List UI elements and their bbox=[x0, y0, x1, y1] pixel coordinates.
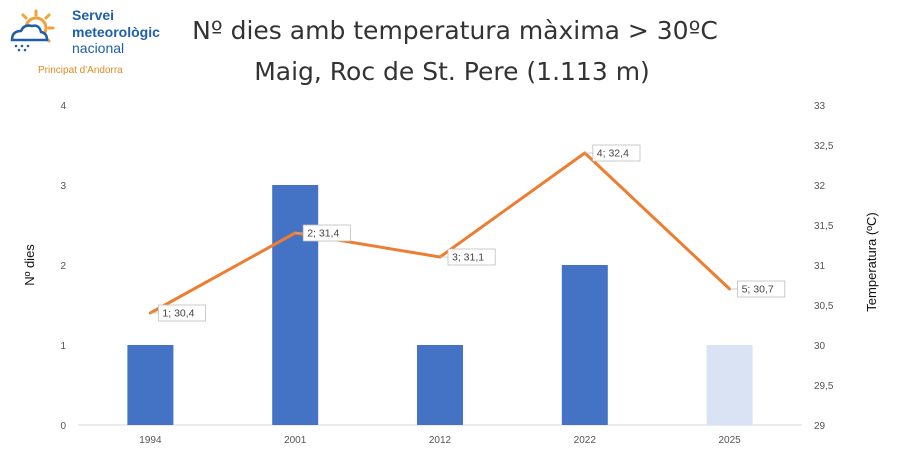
y2-tick-29: 29 bbox=[814, 421, 826, 432]
data-label-2022: 4; 32,4 bbox=[584, 144, 641, 162]
y2-tick-31: 31 bbox=[814, 261, 826, 272]
temperature-series-line bbox=[149, 151, 731, 315]
y2-tick-30: 30 bbox=[814, 341, 826, 352]
logo-line2: meteorològic bbox=[72, 24, 160, 40]
bar-2022 bbox=[561, 265, 608, 425]
y-tick-4: 4 bbox=[60, 101, 66, 112]
y-tick-3: 3 bbox=[60, 181, 66, 192]
y-tick-2: 2 bbox=[60, 261, 66, 272]
y2-tick-29,5: 29,5 bbox=[814, 381, 834, 392]
data-labels: 1; 30,4 2; 31,4 3; 31,1 4; 32,4 5; 30,7 bbox=[150, 144, 786, 322]
y2-axis-title: Temperatura (ºC) bbox=[864, 212, 879, 311]
logo: Servei meteorològic nacional Principat d… bbox=[10, 7, 160, 76]
y2-tick-32: 32 bbox=[814, 181, 826, 192]
bar-2001 bbox=[272, 185, 319, 425]
data-label-1994: 1; 30,4 bbox=[150, 304, 206, 322]
chart-title: Nº dies amb temperatura màxima > 30ºC bbox=[192, 16, 718, 45]
x-tick-2022: 2022 bbox=[574, 435, 597, 446]
data-label-2012: 3; 31,1 bbox=[440, 248, 496, 266]
y2-tick-32,5: 32,5 bbox=[814, 141, 834, 152]
bar-2025 bbox=[706, 345, 753, 425]
y-axis-title: Nº dies bbox=[22, 244, 37, 286]
y2-tick-30,5: 30,5 bbox=[814, 301, 834, 312]
sun-cloud-rain-icon bbox=[10, 9, 55, 52]
bars bbox=[127, 185, 753, 425]
bar-2012 bbox=[417, 345, 463, 425]
logo-subtitle: Principat d'Andorra bbox=[38, 65, 123, 76]
x-tick-2012: 2012 bbox=[429, 435, 452, 446]
chart-subtitle: Maig, Roc de St. Pere (1.113 m) bbox=[254, 57, 650, 86]
axis-ticks: 0 1 2 3 4 29 29,5 30 30,5 31 31,5 32 32,5 33 1994 2001 2… bbox=[60, 101, 833, 446]
data-label-text: 3; 31,1 bbox=[452, 252, 484, 264]
data-label-text: 1; 30,4 bbox=[162, 308, 194, 320]
y-tick-0: 0 bbox=[60, 421, 66, 432]
y2-tick-31,5: 31,5 bbox=[814, 221, 834, 232]
data-label-text: 4; 32,4 bbox=[597, 148, 629, 160]
data-label-2025: 5; 30,7 bbox=[729, 280, 786, 298]
data-label-2001: 2; 31,4 bbox=[295, 224, 351, 242]
x-tick-2025: 2025 bbox=[718, 435, 741, 446]
x-tick-1994: 1994 bbox=[139, 435, 162, 446]
x-tick-2001: 2001 bbox=[284, 435, 307, 446]
y-tick-1: 1 bbox=[60, 341, 66, 352]
data-label-text: 2; 31,4 bbox=[307, 228, 339, 240]
temperature-line bbox=[148, 151, 732, 315]
bar-1994 bbox=[127, 345, 174, 425]
data-label-text: 5; 30,7 bbox=[742, 284, 774, 296]
logo-line3: nacional bbox=[72, 40, 124, 56]
y2-tick-33: 33 bbox=[814, 101, 826, 112]
logo-line1: Servei bbox=[72, 7, 114, 23]
